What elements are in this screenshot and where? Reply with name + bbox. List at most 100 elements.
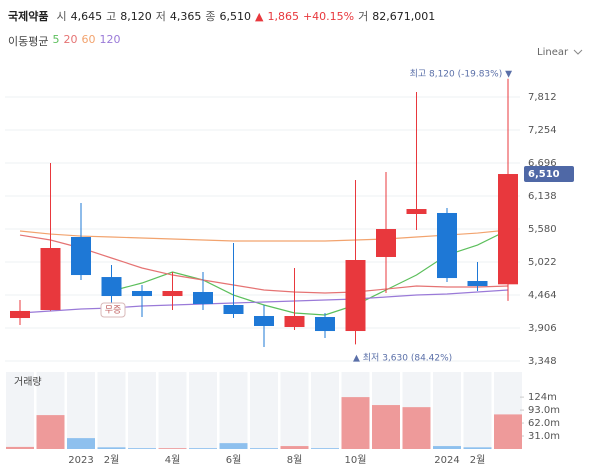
volume-tick-label: 124m bbox=[528, 392, 557, 403]
volume-column-bg bbox=[311, 372, 339, 449]
candle-body bbox=[223, 305, 244, 314]
y-tick-label: 6,138 bbox=[528, 191, 557, 202]
candle-body bbox=[406, 209, 427, 214]
candle-body bbox=[467, 280, 488, 287]
legend-entry: 20 bbox=[63, 33, 78, 46]
volume-column-bg bbox=[433, 372, 461, 449]
quote-label: 고 bbox=[106, 10, 117, 23]
candle-body bbox=[437, 212, 457, 279]
candle-body bbox=[162, 290, 183, 297]
volume-column-bg bbox=[463, 372, 492, 449]
volume-bar bbox=[402, 407, 431, 449]
y-tick-label: 5,580 bbox=[528, 224, 557, 235]
quote-header: 국제약품 시 4,645 고 8,120 저 4,365 종 6,510 ▲ 1,865 +40.1… bbox=[8, 8, 435, 24]
scale-chevron[interactable] bbox=[573, 49, 583, 55]
volume-bar bbox=[158, 448, 187, 449]
candle-body bbox=[345, 260, 366, 332]
quote-value: 82,671,001 bbox=[372, 10, 436, 23]
x-tick-label: 2023 bbox=[68, 455, 93, 466]
candle-body bbox=[376, 229, 396, 257]
volume-column-bg bbox=[280, 372, 309, 449]
candle-body bbox=[40, 247, 61, 311]
volume-column-bg bbox=[158, 372, 187, 449]
candle-body bbox=[315, 317, 335, 332]
change-amount: 1,865 bbox=[267, 10, 299, 23]
candle-body bbox=[254, 316, 274, 327]
volume-column-bg bbox=[128, 372, 156, 449]
volume-tick-label: 31.0m bbox=[528, 431, 560, 442]
volume-bar bbox=[433, 446, 461, 449]
badge-label: 무증 bbox=[105, 305, 122, 316]
x-tick-label: 6월 bbox=[226, 454, 242, 466]
volume-bar bbox=[189, 448, 217, 449]
candle-body bbox=[193, 291, 213, 305]
last-price-tag bbox=[524, 166, 574, 183]
candle-body bbox=[498, 174, 518, 285]
quote-label: 거 bbox=[358, 10, 369, 23]
legend-entry: 120 bbox=[99, 33, 121, 46]
quote-label: 저 bbox=[155, 10, 166, 23]
high-annotation: 최고 8,120 (-19.83%) ▼ bbox=[410, 69, 512, 80]
volume-bar bbox=[67, 438, 95, 449]
volume-column-bg bbox=[6, 372, 34, 449]
quote-value: 4,645 bbox=[70, 10, 103, 23]
low-annotation: ▲ 최저 3,630 (84.42%) bbox=[353, 353, 452, 364]
legend-entry: 5 bbox=[52, 33, 60, 46]
volume-bar bbox=[128, 448, 156, 449]
volume-column-bg bbox=[219, 372, 248, 449]
volume-column-bg bbox=[67, 372, 95, 449]
y-tick-label: 6,696 bbox=[528, 158, 557, 169]
candle-body bbox=[284, 316, 305, 328]
change-percent: +40.15% bbox=[302, 10, 355, 23]
y-tick-label: 4,464 bbox=[528, 290, 557, 301]
x-tick-label: 10월 bbox=[345, 454, 367, 466]
quote-value: 8,120 bbox=[120, 10, 152, 23]
x-tick-label: 2024 bbox=[434, 455, 459, 466]
moving-average-line bbox=[19, 234, 509, 294]
y-tick-label: 7,812 bbox=[528, 92, 557, 103]
y-tick-label: 3,906 bbox=[528, 323, 557, 334]
quote-value: 4,365 bbox=[169, 10, 202, 23]
y-tick-label: 3,348 bbox=[528, 356, 557, 367]
quote-label: 종 bbox=[205, 10, 216, 23]
change-arrow: ▲ bbox=[254, 10, 264, 23]
volume-tick-label: 93.0m bbox=[528, 405, 560, 416]
last-price-label: 6,510 bbox=[528, 169, 560, 180]
volume-column-bg bbox=[250, 372, 278, 449]
quote-label: 시 bbox=[56, 10, 67, 23]
x-tick-label: 8월 bbox=[287, 454, 303, 466]
quote-value: 6,510 bbox=[219, 10, 251, 23]
stock-name: 국제약품 bbox=[8, 10, 49, 23]
volume-bar bbox=[219, 443, 248, 449]
volume-bar bbox=[372, 405, 400, 449]
volume-bar bbox=[280, 446, 309, 449]
legend-entry: 60 bbox=[81, 33, 96, 46]
candle-body bbox=[71, 236, 91, 276]
y-tick-label: 7,254 bbox=[528, 125, 557, 136]
ma-legend: 이동평균 5 20 60 120 bbox=[8, 33, 120, 49]
volume-bar bbox=[36, 415, 65, 449]
volume-title: 거래량 bbox=[14, 376, 42, 388]
volume-bar bbox=[97, 447, 126, 449]
candle-body bbox=[10, 310, 30, 319]
volume-bar bbox=[250, 448, 278, 449]
volume-tick-label: 62.0m bbox=[528, 418, 560, 429]
x-tick-label: 2월 bbox=[104, 454, 120, 466]
candle-body bbox=[101, 277, 122, 297]
volume-column-bg bbox=[97, 372, 126, 449]
moving-average-line bbox=[19, 229, 509, 242]
volume-column-bg bbox=[189, 372, 217, 449]
ma-legend-title: 이동평균 bbox=[8, 35, 49, 48]
candle-body bbox=[132, 290, 152, 297]
x-tick-label: 2월 bbox=[470, 454, 486, 466]
volume-bar bbox=[311, 448, 339, 449]
scale-selector[interactable]: Linear bbox=[537, 47, 569, 58]
badge-box bbox=[100, 302, 126, 318]
x-tick-label: 4월 bbox=[165, 454, 181, 466]
volume-bar bbox=[6, 446, 34, 449]
volume-bar bbox=[494, 414, 522, 449]
volume-bar bbox=[463, 447, 492, 449]
volume-bar bbox=[341, 397, 370, 449]
